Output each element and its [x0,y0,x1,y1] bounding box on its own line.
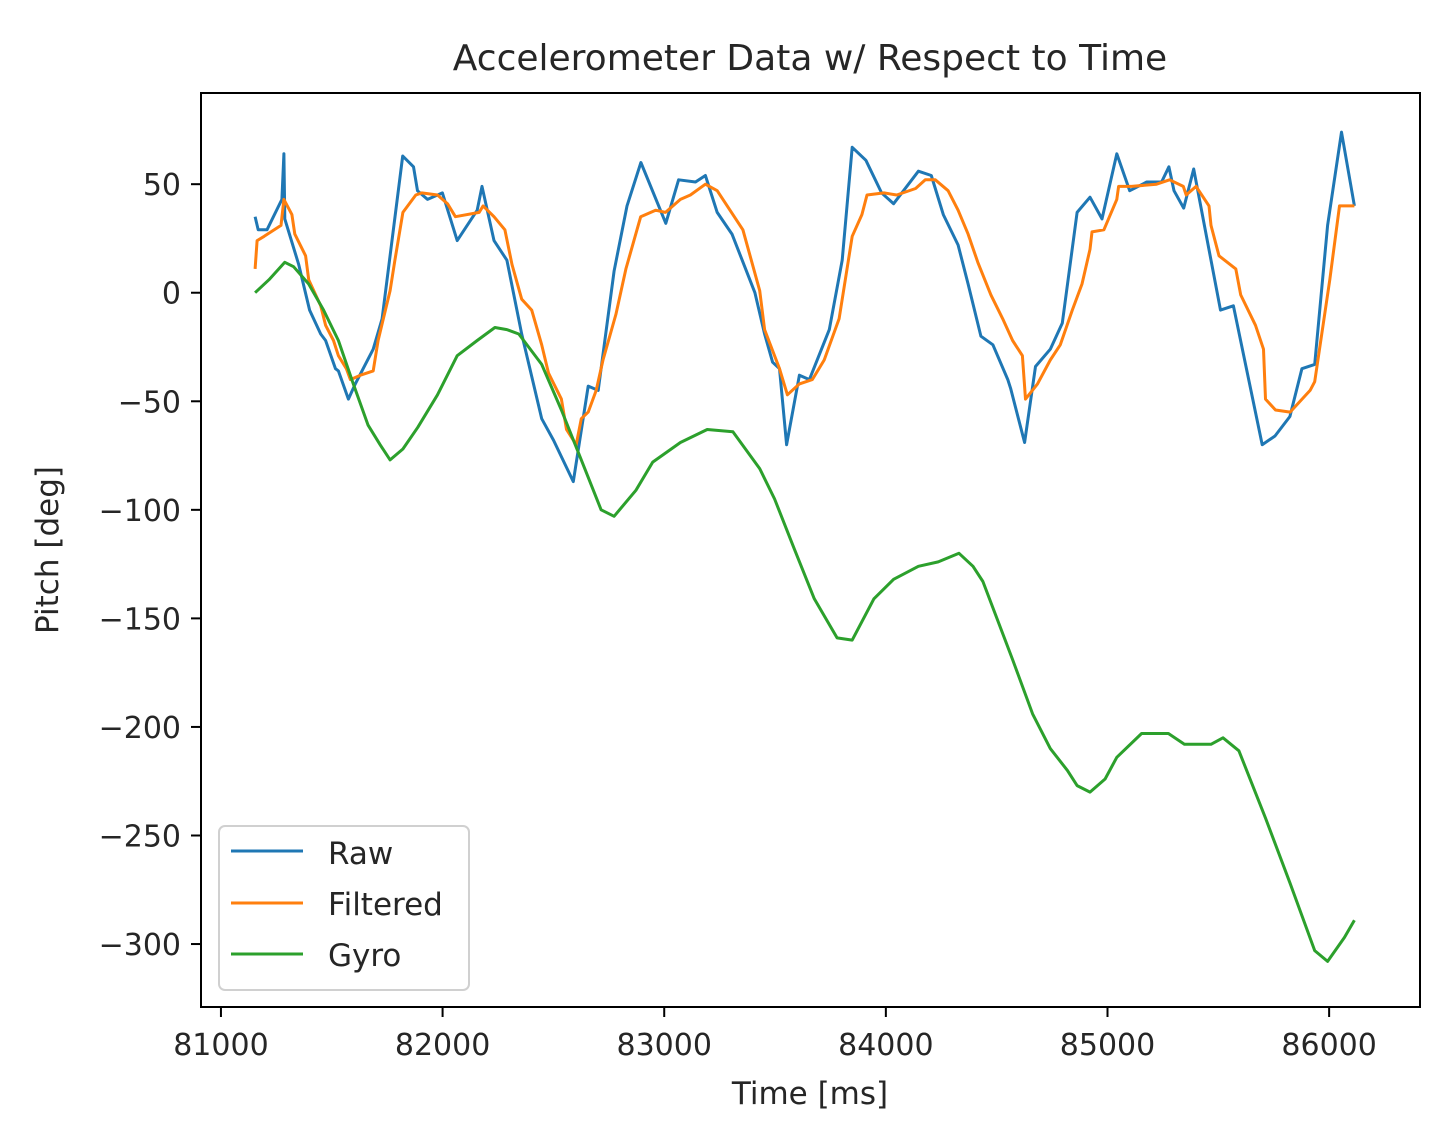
y-axis-label: Pitch [deg] [30,466,66,634]
x-tick-label: 82000 [395,1028,490,1063]
series-line-gyro [254,260,1356,963]
legend-label-filtered: Filtered [328,887,443,923]
y-tick-label: −50 [118,385,181,420]
y-tick-label: −200 [99,711,181,746]
axes-frame [200,92,1421,1008]
x-tick-label: 81000 [173,1028,268,1063]
x-axis-ticks: 81000 82000 83000 84000 85000 86000 [173,1007,1377,1063]
y-tick-label: −250 [99,819,181,854]
x-tick-label: 85000 [1060,1028,1155,1063]
y-tick-label: −100 [99,494,181,529]
y-tick-label: 0 [162,277,181,312]
legend-label-raw: Raw [328,836,393,872]
legend: Raw Filtered Gyro [218,825,470,991]
y-tick-label: 50 [143,168,181,203]
y-tick-label: −150 [99,602,181,637]
y-tick-label: −300 [99,928,181,963]
legend-box [218,825,470,991]
y-axis-ticks: 50 0 −50 −100 −150 −200 −250 −300 [99,168,201,963]
series-line-filtered [253,178,1355,447]
series-layer [253,130,1356,963]
x-tick-label: 84000 [838,1028,933,1063]
x-tick-label: 83000 [617,1028,712,1063]
x-axis-label: Time [ms] [731,1076,888,1112]
legend-label-gyro: Gyro [328,938,401,974]
x-tick-label: 86000 [1281,1028,1376,1063]
chart-title: Accelerometer Data w/ Respect to Time [453,38,1167,79]
